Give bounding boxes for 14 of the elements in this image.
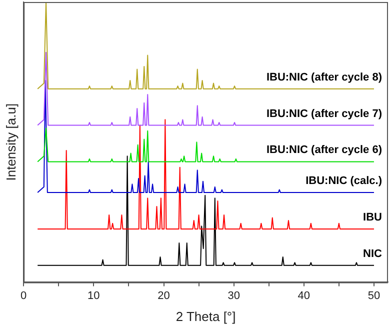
series-label: IBU:NIC (after cycle 8) <box>266 71 382 84</box>
series-label: IBU:NIC (after cycle 6) <box>266 144 382 156</box>
series-label: NIC <box>363 248 382 260</box>
x-tick-label: 0 <box>20 290 27 302</box>
x-tick-label: 40 <box>298 290 310 302</box>
series-label: IBU:NIC (calc.) <box>306 175 382 188</box>
x-tick-label: 50 <box>368 290 380 302</box>
series-label: IBU:NIC (after cycle 7) <box>266 108 382 120</box>
x-axis-title: 2 Theta [°] <box>176 308 236 324</box>
y-axis-title: Intensity [a.u] <box>3 103 18 181</box>
x-tick-label: 20 <box>158 290 170 302</box>
series-label: IBU <box>363 211 382 224</box>
x-tick-label: 30 <box>228 290 240 302</box>
x-tick-label: 10 <box>88 290 100 302</box>
